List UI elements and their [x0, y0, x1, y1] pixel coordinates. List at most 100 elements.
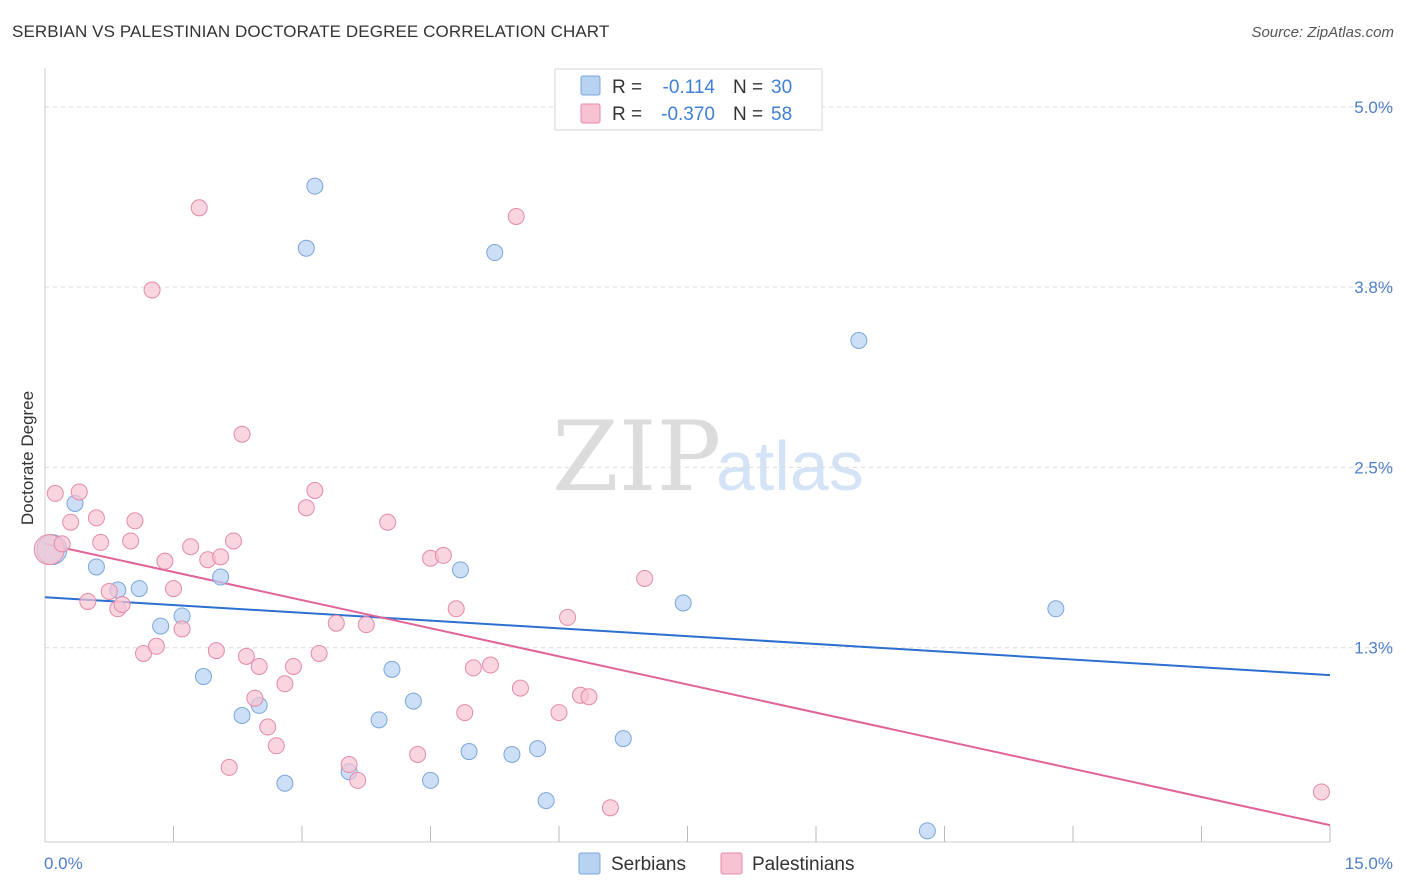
- serbians-point: [614, 730, 632, 748]
- palestinians-point: [100, 582, 118, 600]
- palestinians-point: [62, 513, 80, 531]
- palestinians-n-value: 58: [771, 104, 792, 125]
- y-tick-label: 5.0%: [1354, 98, 1393, 117]
- palestinians-point: [284, 657, 302, 675]
- palestinians-point: [456, 704, 474, 722]
- serbians-point: [529, 740, 547, 758]
- serbians-point: [130, 580, 148, 598]
- palestinians-point: [70, 483, 88, 501]
- serbians-point: [233, 707, 251, 724]
- palestinians-point: [135, 644, 153, 662]
- serbians-swatch: [580, 75, 601, 96]
- palestinians-point: [511, 679, 529, 697]
- palestinians-point: [156, 552, 174, 570]
- palestinians-point: [601, 799, 619, 817]
- series-legend: Serbians Palestinians: [578, 852, 854, 875]
- grid-lines: [45, 106, 1393, 649]
- serbians-point: [460, 743, 478, 761]
- serbians-point: [194, 668, 212, 686]
- serbians-point: [212, 568, 230, 586]
- palestinians-point: [207, 642, 225, 660]
- source-label: Source: ZipAtlas.com: [1251, 24, 1394, 41]
- serbians-point: [370, 711, 388, 729]
- palestinians-point: [212, 548, 230, 566]
- y-tick-label: 2.5%: [1354, 458, 1393, 477]
- stats-legend: R = -0.114 N = 30 R = -0.370 N = 58: [554, 68, 823, 131]
- legend-serbians-label: Serbians: [611, 854, 686, 875]
- palestinians-point: [259, 718, 277, 736]
- palestinians-r-label: R =: [612, 104, 642, 125]
- serbians-n-value: 30: [771, 77, 792, 98]
- palestinians-point: [224, 532, 242, 550]
- palestinians-point: [92, 533, 110, 551]
- legend-palestinians-swatch: [720, 852, 743, 875]
- palestinians-point: [447, 600, 465, 618]
- palestinians-point: [340, 756, 358, 774]
- serbians-trend-line: [44, 596, 1331, 677]
- serbians-point: [404, 692, 422, 710]
- serbians-point: [306, 177, 324, 195]
- serbians-point: [422, 771, 439, 789]
- palestinians-point: [306, 482, 324, 499]
- palestinians-point: [113, 595, 131, 613]
- palestinians-point: [409, 745, 427, 763]
- palestinians-point: [310, 644, 328, 662]
- palestinians-point: [122, 532, 140, 550]
- watermark-atlas: atlas: [716, 427, 864, 505]
- palestinians-point: [507, 207, 525, 225]
- palestinians-n-label: N =: [733, 104, 763, 125]
- palestinians-point: [46, 484, 64, 502]
- legend-serbians-swatch: [578, 852, 601, 875]
- palestinians-swatch: [580, 103, 601, 124]
- palestinians-point: [580, 688, 598, 706]
- palestinians-point: [250, 657, 268, 675]
- serbians-point: [152, 617, 170, 635]
- serbians-r-label: R =: [612, 77, 642, 98]
- palestinians-point: [1312, 783, 1330, 801]
- serbians-point: [297, 239, 315, 257]
- watermark: ZIP atlas: [552, 401, 864, 513]
- palestinians-point: [327, 614, 345, 632]
- palestinians-point: [53, 535, 71, 553]
- x-tick-label: 15.0%: [1345, 854, 1393, 873]
- serbians-point: [537, 792, 555, 810]
- legend-palestinians-label: Palestinians: [752, 854, 854, 875]
- palestinians-point: [233, 425, 251, 443]
- palestinians-point: [126, 512, 144, 530]
- serbians-point: [451, 561, 469, 579]
- y-axis-label: Doctorate Degree: [18, 391, 37, 525]
- palestinians-point: [636, 569, 654, 587]
- palestinians-point: [267, 737, 285, 755]
- serbians-point: [486, 244, 504, 262]
- palestinians-point: [220, 758, 238, 776]
- palestinians-point: [165, 580, 182, 598]
- palestinians-point: [550, 704, 568, 722]
- palestinians-point: [246, 689, 264, 707]
- serbians-point: [918, 822, 936, 840]
- serbians-n-label: N =: [733, 77, 763, 98]
- serbians-point: [674, 594, 692, 612]
- serbians-point: [276, 774, 294, 792]
- serbians-point: [87, 558, 105, 576]
- palestinians-point: [143, 281, 161, 299]
- serbians-r-value: -0.114: [663, 77, 716, 98]
- serbians-point: [850, 332, 868, 349]
- serbians-point: [1047, 600, 1065, 618]
- palestinians-point: [297, 499, 315, 517]
- serbians-points: [36, 177, 1065, 840]
- palestinians-trend-line: [44, 542, 1331, 827]
- serbians-point: [383, 660, 401, 678]
- palestinians-point: [79, 593, 97, 611]
- palestinians-point: [276, 675, 294, 693]
- watermark-zip: ZIP: [552, 401, 721, 513]
- palestinians-points: [33, 199, 1330, 817]
- x-tick-label: 0.0%: [44, 854, 83, 873]
- palestinians-point: [559, 608, 577, 626]
- x-tick-labels: 0.0% 15.0%: [44, 854, 1393, 873]
- palestinians-point: [87, 509, 105, 527]
- palestinians-point: [357, 616, 375, 634]
- palestinians-point: [481, 656, 499, 674]
- palestinians-point: [147, 637, 165, 655]
- serbians-point: [503, 745, 521, 763]
